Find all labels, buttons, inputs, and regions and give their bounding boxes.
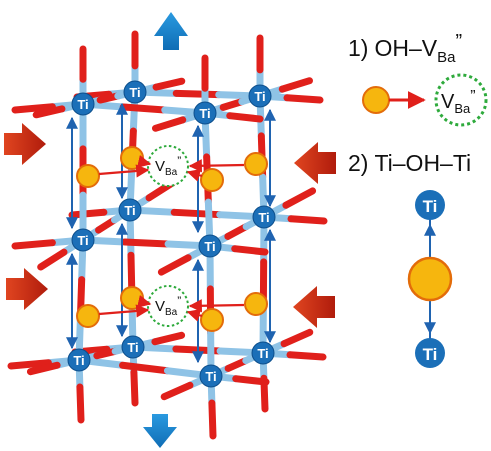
legend-ti-label-bottom: Ti (423, 345, 438, 364)
stress-arrow-down (143, 414, 177, 448)
oh-group-right-front-0 (200, 168, 224, 192)
legend-item-2-text: Ti–OH–Ti (374, 150, 471, 176)
ti-label: Ti (129, 85, 140, 100)
oh-group-right-front-1 (200, 308, 224, 332)
shift-arrow-left-front-1 (98, 304, 150, 318)
stress-arrow-left-upper (4, 123, 46, 165)
legend-ti-atom-top (415, 190, 445, 220)
back-bond-v-1-1 (259, 213, 268, 357)
legend-item-2-label: 2) Ti–OH–Ti (348, 150, 471, 176)
ti-atom-front-0-0: Ti (71, 92, 95, 116)
shift-arrow-right-front-0 (186, 168, 203, 182)
legend-ti-oh-ti: Ti Ti (407, 190, 453, 368)
vacancy-label: VBa” (155, 294, 181, 318)
oh-group-right-back-0 (244, 152, 268, 176)
legend-vacancy-sup: ” (470, 88, 475, 105)
oh-group-left-front-0 (76, 164, 100, 188)
ti-atom-front-2-1: Ti (199, 364, 223, 388)
legend-vacancy-label: VBa” (441, 88, 476, 116)
legend-item-1-label: 1) OH–VBa” (348, 31, 462, 66)
legend-item-2-number: 2) (348, 150, 368, 176)
shift-arrow-left-back-1 (136, 294, 152, 308)
shift-arrow-right-back-1 (188, 299, 245, 313)
stress-arrows (4, 12, 336, 448)
front-bond-v-1-0 (75, 236, 87, 364)
back-bond-h-0 (131, 88, 264, 100)
front-bond-h-2 (75, 356, 215, 380)
ti-atom-front-1-1: Ti (198, 234, 222, 258)
ti-label: Ti (257, 346, 268, 361)
legend-oh-group (362, 86, 390, 114)
shift-arrow-left-back-0 (136, 154, 152, 168)
legend-item-1-sup: ” (455, 31, 462, 53)
ti-atom-back-0-1: Ti (248, 84, 272, 108)
vacancy-sub: Ba (165, 167, 178, 178)
vacancy-sub: Ba (165, 307, 178, 318)
ti-label: Ti (73, 353, 84, 368)
shift-arrow-left-front-0 (98, 164, 150, 178)
legend-vacancy-main: V (441, 91, 455, 113)
stress-arrow-up (154, 12, 188, 50)
vacancy-0: VBa” (147, 145, 189, 187)
vacancy-1: VBa” (147, 285, 189, 327)
ti-atom-front-1-0: Ti (71, 228, 95, 252)
oh-group-left-back-1 (120, 286, 144, 310)
oh-vacancy-defects: VBa”VBa” (76, 145, 268, 332)
ti-label: Ti (77, 233, 88, 248)
vacancy-sup: ” (177, 154, 181, 168)
ti-atom-back-2-0: Ti (121, 335, 145, 359)
ti-atom-back-0-0: Ti (123, 80, 147, 104)
legend-vacancy-sub: Ba (454, 101, 471, 116)
ti-label: Ti (77, 97, 88, 112)
ti-label: Ti (205, 369, 216, 384)
ti-label: Ti (199, 106, 210, 121)
ti-atom-back-2-1: Ti (251, 341, 275, 365)
ti-label: Ti (254, 89, 265, 104)
ti-atom-back-1-0: Ti (118, 198, 142, 222)
vacancy-main: V (155, 298, 165, 315)
ti-label: Ti (258, 210, 269, 225)
shift-arrow-right-front-1 (186, 308, 203, 322)
ti-atom-front-0-1: Ti (193, 101, 217, 125)
lattice-bonds (7, 30, 328, 440)
back-bond-v-1-0 (126, 206, 137, 351)
vacancy-label: VBa” (155, 154, 181, 178)
legend-item-1-sub: Ba (437, 49, 456, 66)
front-bond-h-1 (79, 236, 214, 250)
ti-atoms: Ti Ti Ti Ti Ti Ti Ti Ti Ti Ti Ti Ti (67, 80, 276, 388)
ti-label: Ti (127, 340, 138, 355)
ti-atom-back-1-1: Ti (252, 205, 276, 229)
legend-oh-group-center (407, 256, 453, 302)
vacancy-sup: ” (177, 294, 181, 308)
ti-label: Ti (124, 203, 135, 218)
ti-atom-front-2-0: Ti (67, 348, 91, 372)
shift-arrow-right-back-0 (188, 159, 245, 173)
ti-label: Ti (204, 239, 215, 254)
vacancy-main: V (155, 158, 165, 175)
legend: 1) OH–VBa” VBa” 2) Ti–OH–Ti Ti Ti (348, 31, 488, 368)
oh-group-right-back-1 (244, 292, 268, 316)
legend-item-1-number: 1) (348, 35, 368, 61)
legend-ti-atom-bottom (415, 338, 445, 368)
legend-ti-label-top: Ti (423, 197, 438, 216)
legend-vacancy-ring (434, 73, 488, 127)
oh-group-left-front-1 (76, 304, 100, 328)
oh-group-left-back-0 (120, 146, 144, 170)
stress-arrow-right-upper (294, 142, 336, 184)
front-bond-h-0 (79, 100, 209, 117)
legend-item-1-main: OH–V (374, 35, 437, 61)
stress-arrow-right-lower (293, 286, 335, 328)
stress-arrow-left-lower (6, 268, 48, 310)
